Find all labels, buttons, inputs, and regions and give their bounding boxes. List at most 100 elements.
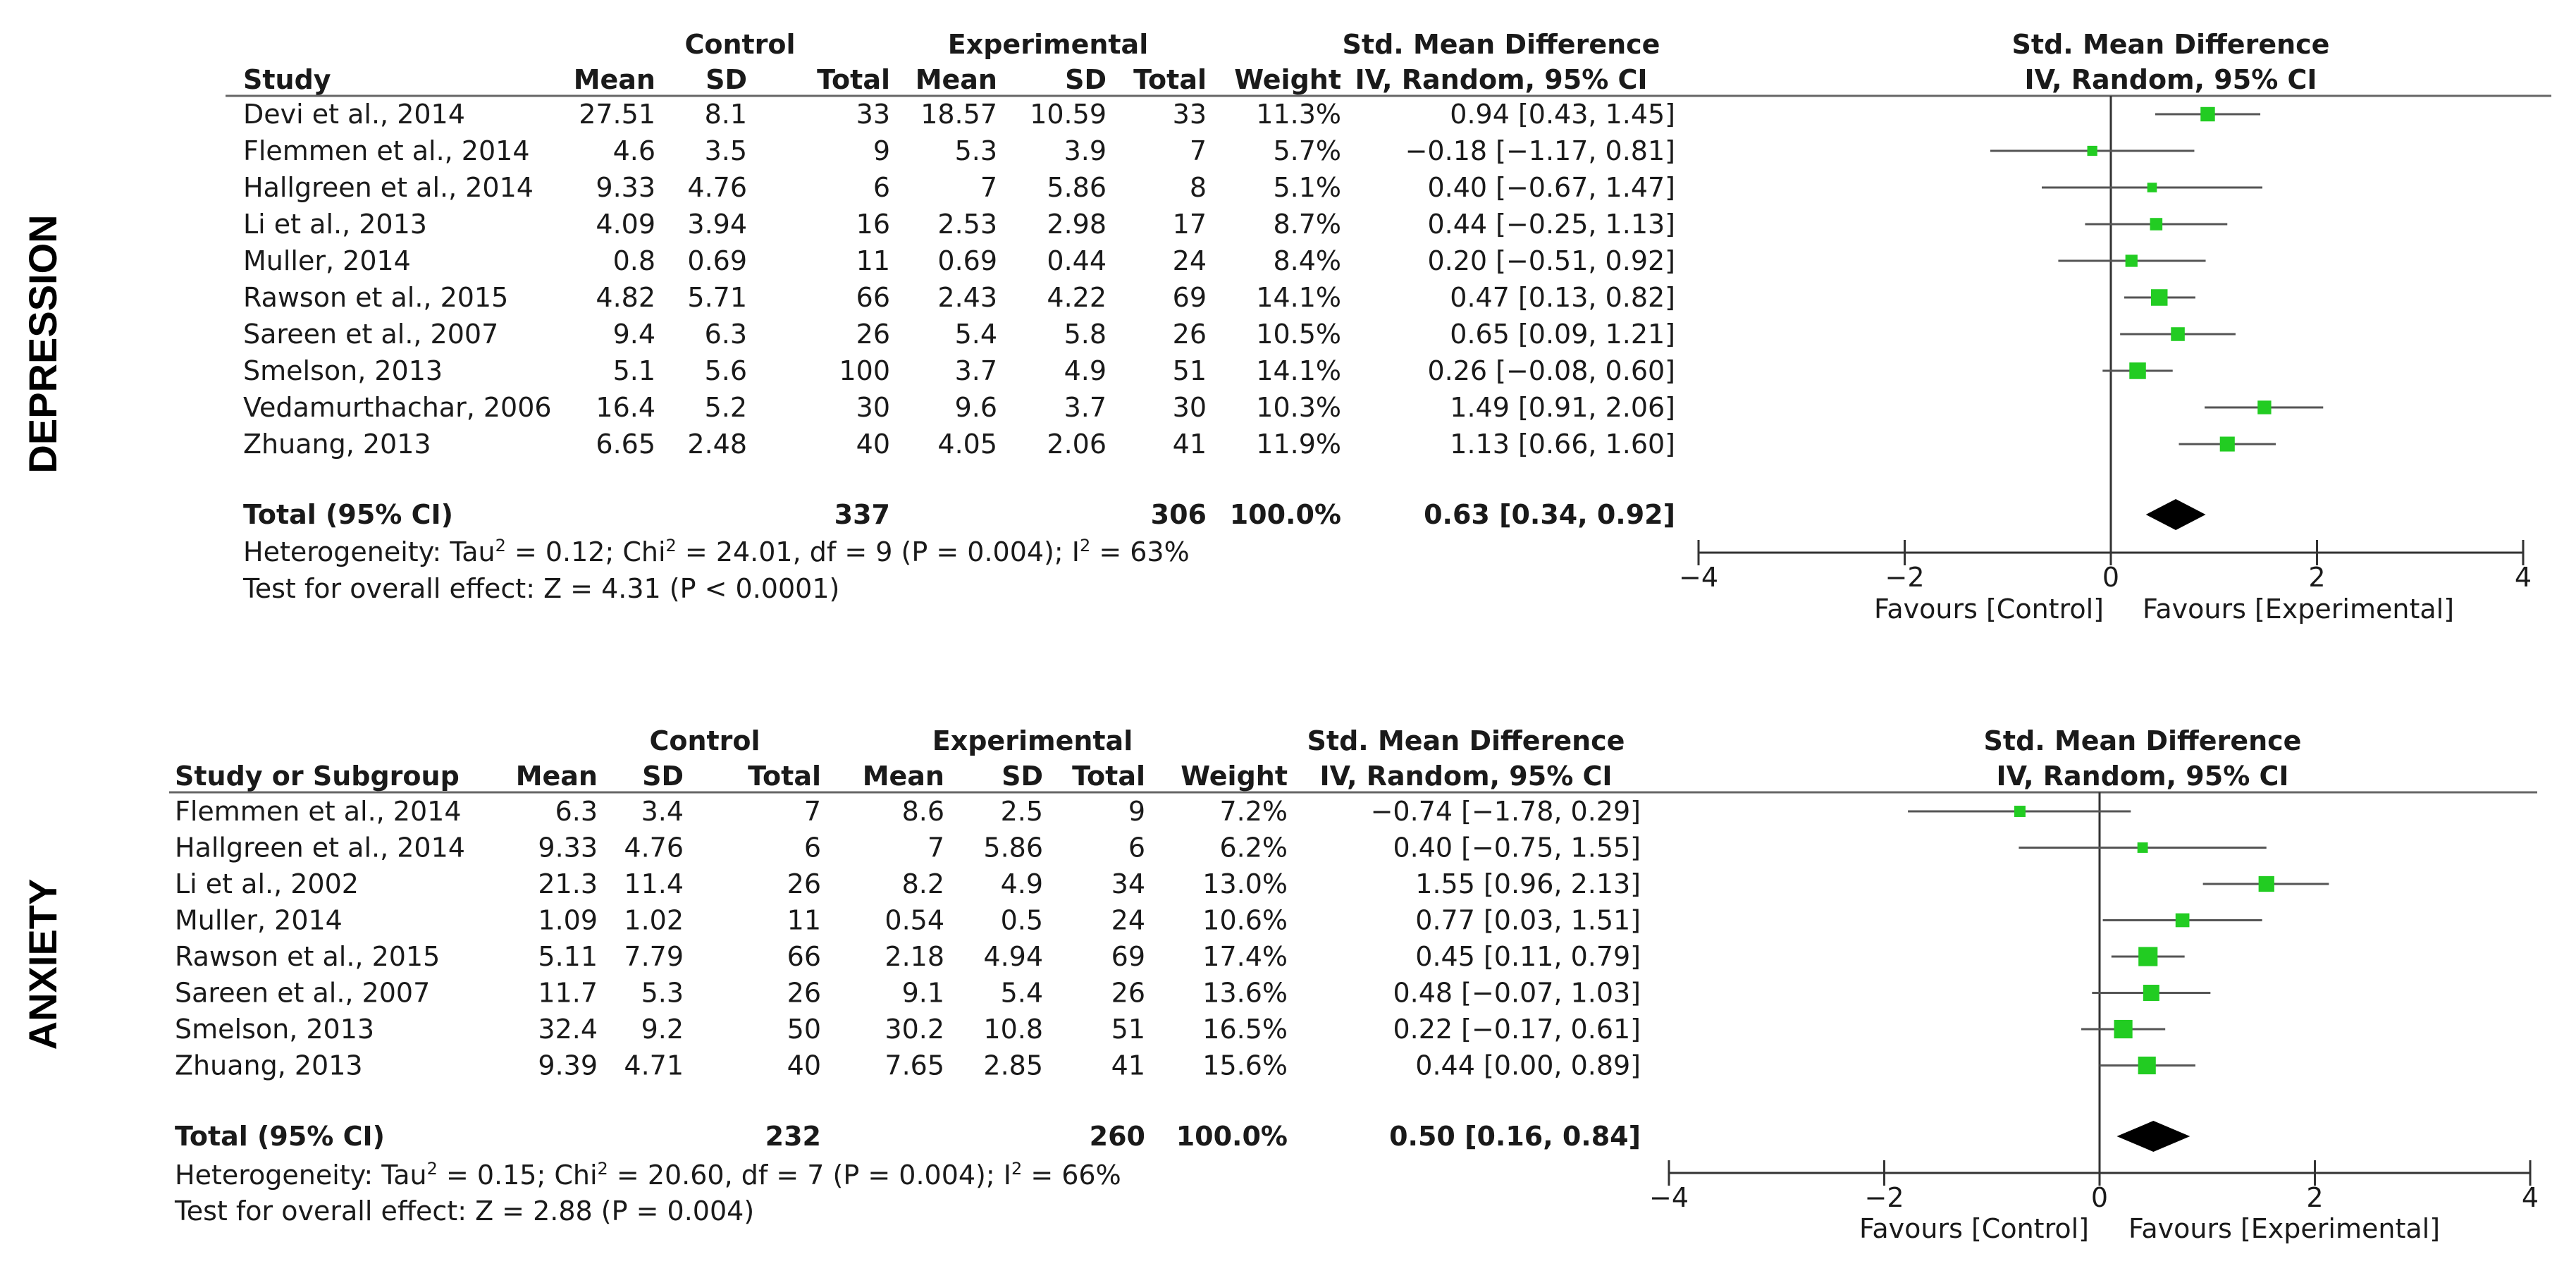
control-sd: 2.48 [687, 429, 747, 460]
exp-sd: 3.9 [1064, 135, 1107, 166]
heterogeneity-stats: Heterogeneity: Tau2 = 0.15; Chi2 = 20.60… [175, 1159, 1121, 1191]
table-row: Smelson, 2013 32.4 9.2 50 30.2 10.8 51 16.5% 0.2… [175, 1014, 1641, 1045]
exp-sd: 5.86 [1047, 172, 1107, 203]
favours-control-label: Favours [Control] [1859, 1213, 2089, 1244]
smd-ci-value: −0.74 [−1.78, 0.29] [1371, 796, 1641, 827]
heterogeneity-stats: Heterogeneity: Tau2 = 0.12; Chi2 = 24.01… [243, 536, 1190, 567]
smd-ci-value: 0.26 [−0.08, 0.60] [1427, 355, 1675, 386]
weight-value: 16.5% [1202, 1014, 1288, 1045]
exp-total-sum: 306 [1151, 499, 1207, 530]
control-sd: 4.71 [624, 1050, 684, 1081]
smd-ci-value: 1.13 [0.66, 1.60] [1450, 429, 1675, 460]
exp-mean: 2.18 [885, 941, 944, 972]
control-total: 66 [787, 941, 821, 972]
forest-plot: −4 −2 0 2 4 Favours [Control] Favours [Experim… [1649, 792, 2539, 1244]
effect-marker [2087, 145, 2097, 156]
control-mean: 21.3 [538, 868, 598, 899]
control-group-header: Control [649, 725, 760, 756]
table-row: Zhuang, 2013 6.65 2.48 40 4.05 2.06 41 11.9% 1.1… [243, 429, 1675, 460]
control-total: 6 [804, 832, 821, 864]
exp-mean: 8.6 [902, 796, 944, 827]
control-mean: 5.1 [613, 355, 655, 386]
x-tick-label: −4 [1679, 562, 1718, 593]
smd-header: Std. Mean Difference [1343, 29, 1660, 60]
exp-mean: 5.4 [955, 319, 997, 350]
exp-total: 33 [1173, 99, 1207, 130]
col-header-study: Study or Subgroup [175, 761, 460, 792]
exp-total: 30 [1173, 392, 1207, 423]
weight-value: 8.4% [1273, 245, 1341, 276]
effect-marker [2150, 218, 2163, 231]
study-name: Li et al., 2002 [175, 868, 359, 899]
plot-subheader: IV, Random, 95% CI [2024, 64, 2317, 95]
exp-sd: 4.22 [1047, 282, 1107, 313]
control-mean: 0.8 [613, 245, 655, 276]
x-tick-label: −4 [1649, 1182, 1689, 1213]
table-row: Rawson et al., 2015 5.11 7.79 66 2.18 4.94 69 1… [175, 941, 1641, 972]
x-tick-label: −2 [1885, 562, 1924, 593]
exp-total: 24 [1111, 905, 1145, 936]
control-total: 9 [873, 135, 890, 166]
control-mean: 6.65 [596, 429, 655, 460]
control-total: 7 [804, 796, 821, 827]
exp-total: 51 [1173, 355, 1207, 386]
effect-marker [2014, 806, 2026, 817]
control-mean: 16.4 [596, 392, 655, 423]
exp-sd: 2.85 [983, 1050, 1043, 1081]
exp-mean: 7.65 [885, 1050, 944, 1081]
superscript-2: 2 [427, 1159, 438, 1179]
x-tick-label: −2 [1864, 1182, 1904, 1213]
exp-sd: 2.98 [1047, 209, 1107, 240]
control-total: 16 [856, 209, 890, 240]
exp-mean: 5.3 [955, 135, 997, 166]
experimental-group-header: Experimental [948, 29, 1148, 60]
control-total: 33 [856, 99, 890, 130]
control-total: 50 [787, 1014, 821, 1045]
study-name: Vedamurthachar, 2006 [243, 392, 552, 423]
plot-header: Std. Mean Difference [1984, 725, 2302, 756]
smd-subheader: IV, Random, 95% CI [1355, 64, 1647, 95]
study-name: Sareen et al., 2007 [175, 978, 430, 1009]
exp-total: 7 [1190, 135, 1207, 166]
control-mean: 32.4 [538, 1014, 598, 1045]
col-header-exp-total: Total [1133, 64, 1207, 95]
total-label: Total (95% CI) [243, 499, 453, 530]
favours-experimental-label: Favours [Experimental] [2128, 1213, 2440, 1244]
col-header-control-mean: Mean [574, 64, 655, 95]
weight-value: 8.7% [1273, 209, 1341, 240]
control-total-sum: 232 [765, 1121, 821, 1152]
exp-sd: 4.9 [1001, 868, 1043, 899]
control-total: 100 [839, 355, 890, 386]
panel-anxiety: ANXIETY Control Experimental Std. Mean Diff… [20, 725, 2539, 1244]
pooled-effect-diamond [2116, 1121, 2190, 1152]
effect-marker [2175, 913, 2190, 928]
control-mean: 5.11 [538, 941, 598, 972]
exp-sd: 10.59 [1030, 99, 1107, 130]
table-row: Hallgreen et al., 2014 9.33 4.76 6 7 5.86 6 6.2… [175, 832, 1641, 864]
smd-subheader: IV, Random, 95% CI [1319, 761, 1612, 792]
smd-ci-value: −0.18 [−1.17, 0.81] [1405, 135, 1675, 166]
col-header-weight: Weight [1234, 64, 1341, 95]
study-name: Zhuang, 2013 [175, 1050, 363, 1081]
smd-ci-value: 1.55 [0.96, 2.13] [1415, 868, 1641, 899]
heterogeneity-text: = 0.12; Chi [506, 536, 666, 567]
table-row: Devi et al., 2014 27.51 8.1 33 18.57 10.59 33 1… [243, 99, 1675, 130]
control-total-sum: 337 [834, 499, 890, 530]
smd-ci-value: 0.20 [−0.51, 0.92] [1427, 245, 1675, 276]
pooled-smd-ci: 0.50 [0.16, 0.84] [1389, 1121, 1641, 1152]
weight-value: 17.4% [1202, 941, 1288, 972]
exp-mean: 2.43 [937, 282, 997, 313]
heterogeneity-text: = 66% [1022, 1160, 1121, 1191]
study-name: Hallgreen et al., 2014 [175, 832, 465, 864]
control-sd: 3.5 [705, 135, 747, 166]
overall-effect-test: Test for overall effect: Z = 4.31 (P < 0… [242, 573, 839, 604]
control-sd: 5.3 [641, 978, 684, 1009]
effect-marker [2219, 436, 2235, 452]
weight-value: 5.7% [1273, 135, 1341, 166]
smd-ci-value: 0.44 [−0.25, 1.13] [1427, 209, 1675, 240]
exp-sd: 10.8 [983, 1014, 1043, 1045]
weight-value: 14.1% [1256, 282, 1341, 313]
control-sd: 3.4 [641, 796, 684, 827]
forest-plot: −4 −2 0 2 4 Favours [Control] Favours [Experim… [1679, 96, 2532, 625]
x-tick-label: 0 [2091, 1182, 2108, 1213]
